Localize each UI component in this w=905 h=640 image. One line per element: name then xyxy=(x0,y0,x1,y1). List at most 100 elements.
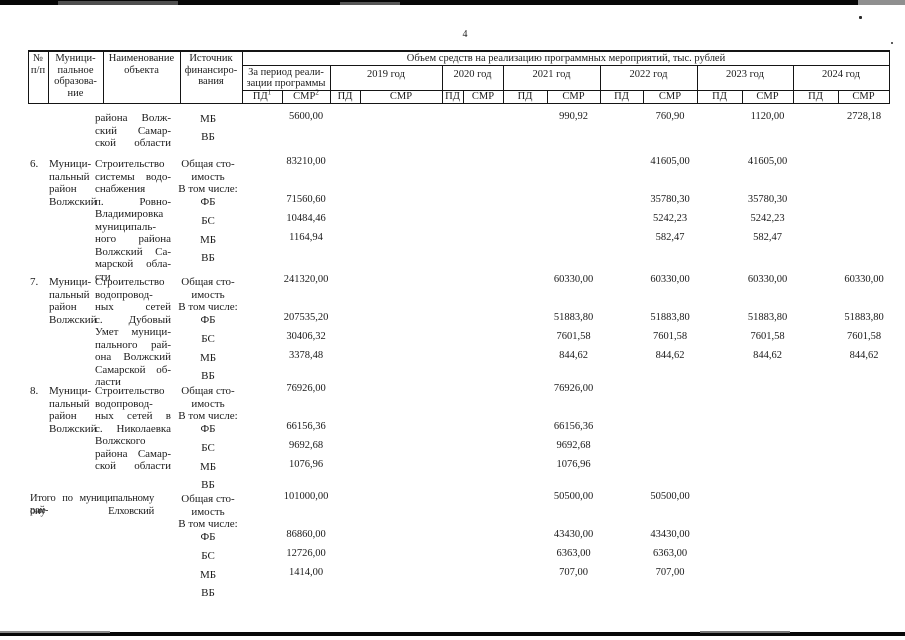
finance-label-total: Общая сто- xyxy=(181,276,235,288)
value-bs-y2023: 7601,58 xyxy=(750,331,785,342)
scan-artifact-top-bar-segment xyxy=(858,0,905,5)
value-fb-period: 86860,00 xyxy=(286,529,326,540)
row-number: 6. xyxy=(30,158,39,170)
header-period-line: За период реали- xyxy=(248,66,324,78)
value-bs-y2021: 6363,00 xyxy=(556,548,591,559)
header-col-municipality-line: ние xyxy=(67,87,84,99)
header-col-municipality-line: образова- xyxy=(54,76,97,87)
value-mb-y2022: 582,47 xyxy=(655,232,685,243)
value-bs-period: 9692,68 xyxy=(288,440,324,451)
object-line: Строительство xyxy=(95,385,165,397)
value-mb-period: 5600,00 xyxy=(288,111,324,122)
value-total-y2021: 60330,00 xyxy=(553,274,594,285)
finance-label-bs: БС xyxy=(201,442,215,454)
value-total-y2022: 41605,00 xyxy=(650,156,690,167)
table-grid-line xyxy=(742,89,744,104)
value-total-y2024: 60330,00 xyxy=(844,274,884,285)
finance-label-vb: ВБ xyxy=(201,370,215,382)
pd-footnote-marker: 1 xyxy=(267,88,272,97)
object-line: сти xyxy=(95,270,111,283)
table-grid-line xyxy=(463,89,465,104)
scan-artifact-bottom-bar-segment xyxy=(0,631,110,633)
header-year-smr-label: СМР xyxy=(756,91,779,102)
header-year-pd-label: ПД xyxy=(712,91,727,102)
value-bs-y2021: 9692,68 xyxy=(556,440,591,451)
finance-label-total: Общая сто- xyxy=(181,385,235,397)
object-line: Строительство xyxy=(95,276,165,288)
header-period-smr-label: СМР2 xyxy=(282,88,330,102)
object-line: п. Ровно- xyxy=(95,195,171,208)
object-line: ский Самар- xyxy=(95,124,171,137)
finance-label-fb: ФБ xyxy=(200,423,216,435)
pd-label: ПД xyxy=(252,91,268,102)
object-line: Волжского xyxy=(95,435,146,447)
value-bs-period: 30406,32 xyxy=(286,331,326,342)
value-mb-y2024: 844,62 xyxy=(849,350,879,361)
object-line: пального рай- xyxy=(95,338,171,351)
value-bs-y2022: 6363,00 xyxy=(652,548,688,559)
table-grid-line xyxy=(442,64,444,104)
value-fb-y2023: 51883,80 xyxy=(747,312,788,323)
municipality-line: Муници- xyxy=(49,276,92,288)
table-grid-line xyxy=(48,50,50,104)
header-col-source-line: вания xyxy=(198,76,224,87)
table-grid-line xyxy=(697,64,699,104)
header-col-num-line: № xyxy=(32,53,44,64)
object-line: с. Дубовый xyxy=(95,313,171,326)
value-mb-y2022: 760,90 xyxy=(655,111,685,122)
finance-label-mb: МБ xyxy=(199,569,217,581)
value-total-y2021: 50500,00 xyxy=(553,491,594,502)
header-year-smr-label: СМР xyxy=(658,91,682,102)
municipality-line: район xyxy=(49,410,77,422)
municipality-line: пальный xyxy=(49,170,90,183)
municipality-line: Волжский xyxy=(49,422,97,435)
finance-label-total: Общая сто- xyxy=(181,493,235,505)
finance-label-vb: ВБ xyxy=(201,252,215,264)
value-mb-y2024: 2728,18 xyxy=(846,111,882,122)
object-line: ных сетей xyxy=(95,301,171,313)
header-year-pd-label: ПД xyxy=(337,91,353,102)
table-grid-line xyxy=(242,50,244,104)
finance-label-incl: В том числе: xyxy=(178,410,238,422)
value-bs-period: 10484,46 xyxy=(286,213,326,224)
municipality-line: район xyxy=(49,183,77,195)
object-line: ного района xyxy=(95,233,171,245)
value-total-y2022: 60330,00 xyxy=(650,274,690,285)
value-bs-y2024: 7601,58 xyxy=(846,331,882,342)
scan-noise-dot xyxy=(859,16,862,19)
finance-label-mb: МБ xyxy=(199,352,217,364)
municipality-line: район xyxy=(49,301,77,313)
header-year-label: 2022 год xyxy=(629,69,668,80)
table-grid-line xyxy=(242,89,890,91)
header-year-pd-label: ПД xyxy=(614,91,629,102)
table-grid-line xyxy=(793,64,795,104)
value-bs-y2021: 7601,58 xyxy=(556,331,591,342)
header-period-line: зации программы xyxy=(246,78,326,89)
value-fb-period: 66156,36 xyxy=(286,421,326,432)
value-mb-period: 1164,94 xyxy=(289,232,323,243)
value-total-y2023: 41605,00 xyxy=(747,156,788,167)
table-grid-line xyxy=(360,89,362,104)
finance-label-fb: ФБ xyxy=(200,314,216,326)
object-line: марской обла- xyxy=(95,258,171,270)
value-fb-y2021: 43430,00 xyxy=(553,529,594,540)
finance-label-vb: ВБ xyxy=(201,587,215,599)
table-grid-line xyxy=(242,64,890,66)
value-mb-y2021: 1076,96 xyxy=(556,459,591,470)
smr-footnote-marker: 2 xyxy=(315,88,319,97)
scan-artifact-top-bar-segment xyxy=(58,1,178,5)
summary-title-line: Итого по муниципальному рай- xyxy=(30,493,154,516)
scan-artifact-bottom-bar xyxy=(0,632,905,636)
header-year-smr-label: СМР xyxy=(852,91,875,102)
header-year-label: 2023 год xyxy=(726,69,764,80)
finance-label-incl: В том числе: xyxy=(178,518,238,530)
value-fb-period: 71560,60 xyxy=(286,194,326,205)
header-amount-title: Объем средств на реализацию программных … xyxy=(406,52,726,64)
value-fb-y2022: 43430,00 xyxy=(650,529,690,540)
table-grid-line xyxy=(643,89,645,104)
table-grid-line xyxy=(503,64,505,104)
value-bs-y2023: 5242,23 xyxy=(750,213,785,224)
value-mb-y2021: 707,00 xyxy=(559,567,588,578)
finance-label-bs: БС xyxy=(201,550,215,562)
object-line: района Волж- xyxy=(95,112,171,124)
